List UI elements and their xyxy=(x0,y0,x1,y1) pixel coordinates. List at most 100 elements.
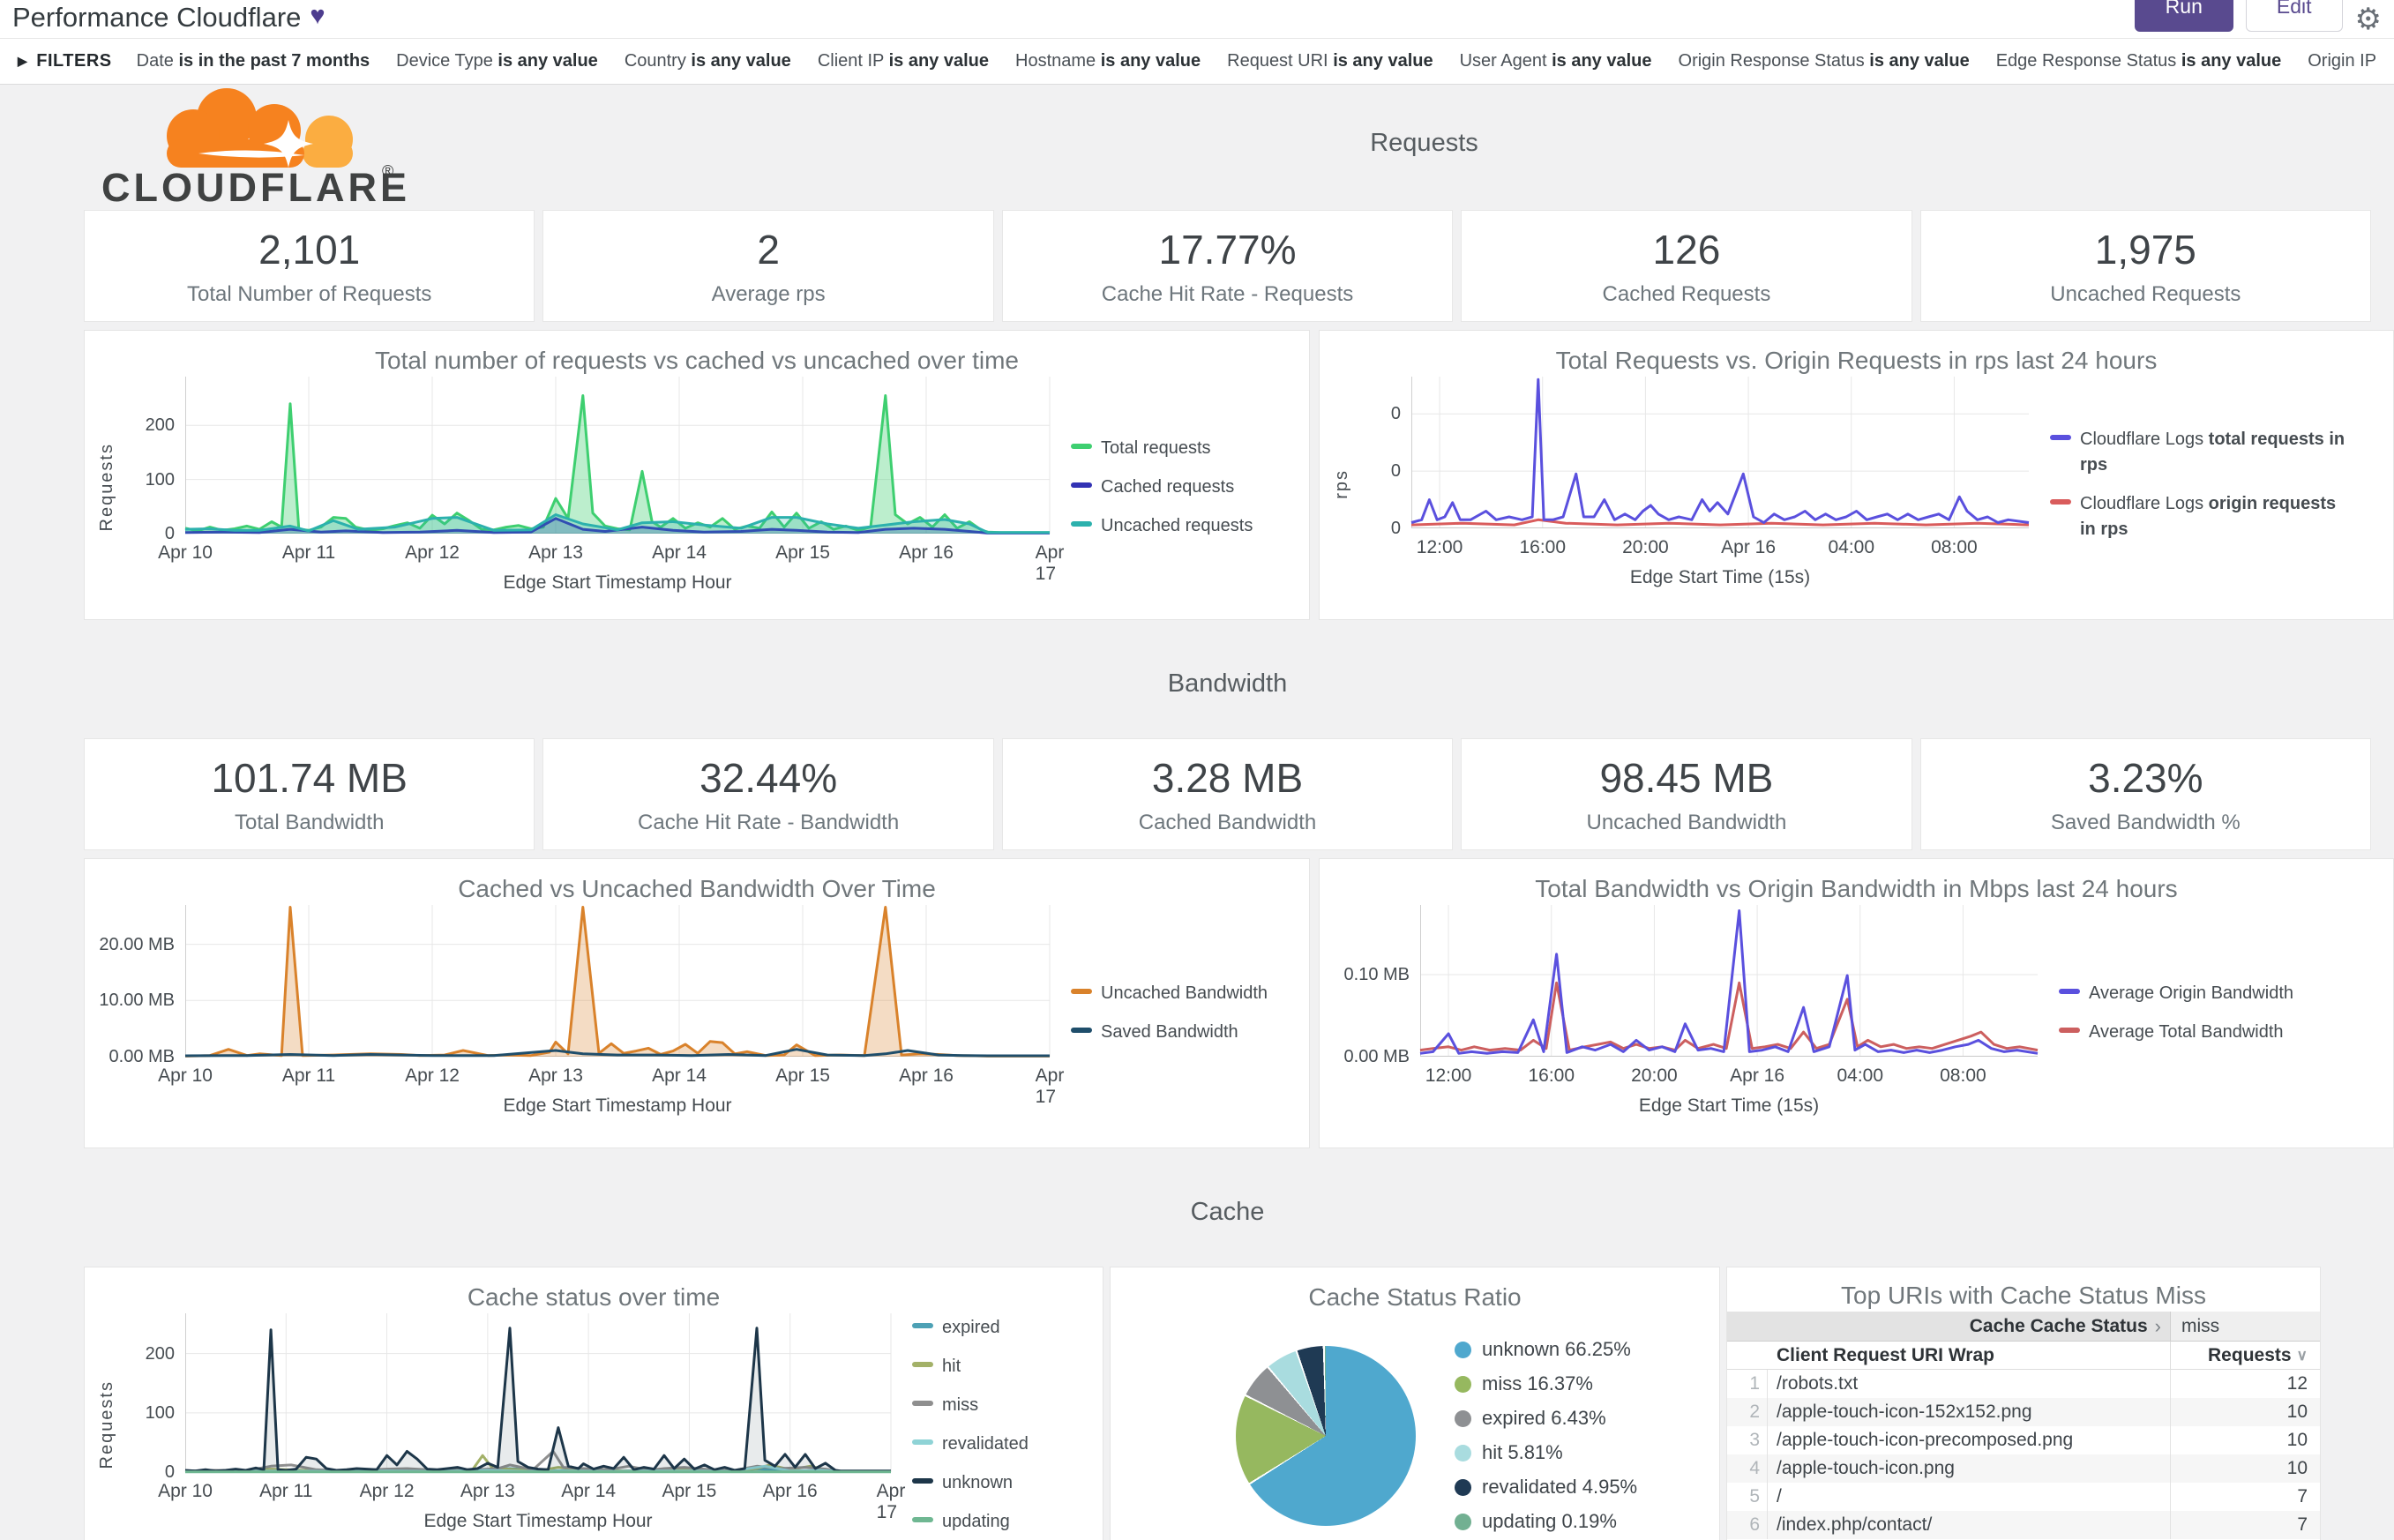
filter-item[interactable]: User Agent is any value xyxy=(1460,51,1652,71)
uri-column-header[interactable]: Client Request URI Wrap xyxy=(1777,1344,1994,1365)
pie-legend-item[interactable]: expired 6.43% xyxy=(1455,1407,1637,1430)
uri-cell[interactable]: /apple-touch-icon-precomposed.png xyxy=(1777,1430,2074,1450)
kpi-card[interactable]: 2 Average rps xyxy=(542,210,994,322)
kpi-card[interactable]: 1,975 Uncached Requests xyxy=(1919,210,2372,322)
y-tick-label: 0.10 MB xyxy=(1343,965,1410,985)
row-number-cell: 6 xyxy=(1727,1511,1768,1539)
x-axis-title: Edge Start Timestamp Hour xyxy=(423,1511,653,1531)
filter-item[interactable]: Hostname is any value xyxy=(1015,51,1201,71)
legend-item[interactable]: Average Total Bandwidth xyxy=(2059,1020,2359,1045)
y-tick-label: 200 xyxy=(145,1343,175,1364)
legend-swatch xyxy=(912,1400,933,1406)
kpi-card[interactable]: 126 Cached Requests xyxy=(1461,210,1912,322)
legend-swatch xyxy=(2050,498,2071,505)
legend-item[interactable]: Uncached requests xyxy=(1071,513,1291,539)
x-tick-label: Apr 14 xyxy=(561,1481,617,1501)
legend-item[interactable]: Cached requests xyxy=(1071,475,1291,500)
x-tick-label: Apr 16 xyxy=(1721,537,1777,557)
legend-item[interactable]: Total requests xyxy=(1071,436,1291,461)
x-tick-label: Apr 12 xyxy=(359,1481,415,1501)
row-number-cell: 2 xyxy=(1727,1398,1768,1426)
pie-legend: unknown 66.25% miss 16.37% expired 6.43% hi… xyxy=(1455,1338,1637,1533)
section-title-cache: Cache xyxy=(1190,1198,1265,1226)
legend-item[interactable]: revalidated xyxy=(912,1432,1080,1457)
kpi-value: 3.28 MB xyxy=(1151,754,1304,801)
chart-title: Total Bandwidth vs Origin Bandwidth in M… xyxy=(1535,875,2178,902)
pie-legend-item[interactable]: updating 0.19% xyxy=(1455,1510,1637,1533)
legend-swatch xyxy=(2059,988,2080,994)
pie-legend-item[interactable]: unknown 66.25% xyxy=(1455,1338,1637,1361)
kpi-card[interactable]: 3.23% Saved Bandwidth % xyxy=(1919,738,2372,850)
legend-swatch xyxy=(2059,1027,2080,1033)
pie-legend-item[interactable]: miss 16.37% xyxy=(1455,1372,1637,1395)
legend-label: Average Total Bandwidth xyxy=(2089,1021,2284,1042)
chart-card-bandwidth-over-time: Cached vs Uncached Bandwidth Over Time 0.… xyxy=(84,858,1310,1148)
requests-column-header[interactable]: Requests ∨ xyxy=(2170,1342,2320,1369)
table-rows: 1/robots.txt 12 2/apple-touch-icon-152x152… xyxy=(1727,1370,2320,1539)
legend-item[interactable]: miss xyxy=(912,1393,1080,1418)
filter-field-label: Date xyxy=(136,51,179,71)
legend-item[interactable]: updating xyxy=(912,1509,1080,1535)
filter-field-value: is in the past 7 months xyxy=(178,51,370,71)
kpi-card[interactable]: 3.28 MB Cached Bandwidth xyxy=(1001,738,1454,850)
pie-legend-item[interactable]: revalidated 4.95% xyxy=(1455,1476,1637,1499)
kpi-card[interactable]: 98.45 MB Uncached Bandwidth xyxy=(1461,738,1912,850)
kpi-card[interactable]: 101.74 MB Total Bandwidth xyxy=(84,738,535,850)
filter-item[interactable]: Client IP is any value xyxy=(818,51,989,71)
filter-item[interactable]: Origin Response Status is any value xyxy=(1679,51,1970,71)
kpi-card[interactable]: 32.44% Cache Hit Rate - Bandwidth xyxy=(542,738,994,850)
legend-label: Uncached Bandwidth xyxy=(1101,983,1268,1003)
requests-cell: 12 xyxy=(2170,1370,2320,1398)
filter-item[interactable]: Country is any value xyxy=(625,51,791,71)
uri-cell[interactable]: /robots.txt xyxy=(1777,1373,1859,1394)
pivot-chevron-icon[interactable]: › xyxy=(2154,1314,2161,1337)
plot-area[interactable]: 0 100 200 Apr 10 Apr 11 Apr 12 Apr 13 Apr 14 Apr… xyxy=(123,1313,905,1536)
legend-item[interactable]: Uncached Bandwidth xyxy=(1071,981,1291,1006)
filter-field-label: Device Type xyxy=(396,51,498,71)
x-tick-label: Apr 13 xyxy=(460,1481,515,1501)
legend-item[interactable]: Average Origin Bandwidth xyxy=(2059,981,2359,1006)
favorite-heart-icon[interactable]: ♥ xyxy=(310,2,325,30)
plot-area[interactable]: 0 0 0 12:00 16:00 20:00 Apr 16 04:00 08:00 Edge S… xyxy=(1358,377,2030,592)
kpi-label: Cached Bandwidth xyxy=(1138,810,1317,834)
legend-item[interactable]: unknown xyxy=(912,1470,1080,1496)
page-title: Performance Cloudflare xyxy=(12,2,302,33)
run-button[interactable]: Run xyxy=(2134,0,2233,32)
y-tick-label: 0 xyxy=(1390,461,1401,482)
filter-item[interactable]: Origin IP is any value xyxy=(2308,51,2376,71)
kpi-card[interactable]: 2,101 Total Number of Requests xyxy=(84,210,535,322)
pie-legend-label: hit 5.81% xyxy=(1482,1441,1563,1463)
legend-item[interactable]: Cloudflare Logs total requests in rps xyxy=(2050,427,2350,478)
cache-status-pie[interactable] xyxy=(1236,1345,1416,1526)
pie-legend-item[interactable]: hit 5.81% xyxy=(1455,1441,1637,1464)
plot-area[interactable]: 0 100 200 Apr 10 Apr 11 Apr 12 Apr 13 Apr 14 Apr… xyxy=(123,377,1064,597)
chart-body: rps 0 0 0 12:00 16:00 20:00 Apr 16 04:00 08:00 Edg… xyxy=(1320,377,2393,592)
uri-cell[interactable]: /apple-touch-icon.png xyxy=(1777,1458,1955,1478)
uri-cell[interactable]: / xyxy=(1777,1486,1782,1506)
filters-toggle[interactable]: ▶ FILTERS xyxy=(18,51,112,71)
legend-item[interactable]: Cloudflare Logs origin requests in rps xyxy=(2050,491,2350,542)
plot-area[interactable]: 0.00 MB 0.10 MB 12:00 16:00 20:00 Apr 16 04:00… xyxy=(1332,905,2039,1120)
cache-row: Cache status over time Requests 0 100 200 Apr… xyxy=(84,1267,2394,1540)
filter-field-value: is any value xyxy=(498,51,598,71)
requests-column-label: Requests xyxy=(2208,1344,2292,1365)
legend-item[interactable]: Saved Bandwidth xyxy=(1071,1020,1291,1045)
filter-item[interactable]: Edge Response Status is any value xyxy=(1996,51,2282,71)
x-tick-label: 12:00 xyxy=(1425,1065,1472,1086)
plot-area[interactable]: 0.00 MB 10.00 MB 20.00 MB Apr 10 Apr 11 Apr 1… xyxy=(97,905,1064,1120)
uri-cell[interactable]: /apple-touch-icon-152x152.png xyxy=(1777,1402,2032,1422)
gear-icon[interactable]: ⚙ xyxy=(2354,3,2382,36)
edit-button[interactable]: Edit xyxy=(2245,0,2343,32)
filter-field-value: is any value xyxy=(888,51,989,71)
y-tick-label: 0.00 MB xyxy=(108,1047,175,1066)
y-tick-label: 100 xyxy=(145,469,175,490)
kpi-card[interactable]: 17.77% Cache Hit Rate - Requests xyxy=(1001,210,1454,322)
filter-item[interactable]: Request URI is any value xyxy=(1227,51,1433,71)
legend-item[interactable]: expired xyxy=(912,1315,1080,1341)
legend-label: hit xyxy=(942,1356,961,1376)
filter-item[interactable]: Device Type is any value xyxy=(396,51,598,71)
uri-cell[interactable]: /index.php/contact/ xyxy=(1777,1514,1933,1535)
legend-label: Uncached requests xyxy=(1101,515,1253,535)
legend-item[interactable]: hit xyxy=(912,1354,1080,1379)
filter-item[interactable]: Date is in the past 7 months xyxy=(137,51,370,71)
